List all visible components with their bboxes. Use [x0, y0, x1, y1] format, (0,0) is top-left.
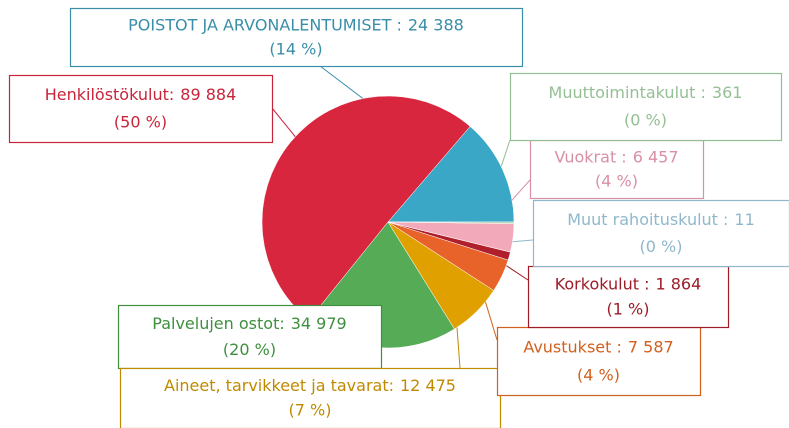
label-box	[117, 304, 383, 370]
label-line: POISTOT JA ARVONALENTUMISET : 24 388	[128, 15, 464, 34]
pie-slice	[387, 126, 515, 223]
label-box	[69, 7, 524, 68]
percentage-label: (4 %)	[577, 365, 620, 384]
data-label: POISTOT JA ARVONALENTUMISET : 24 388 (14 %…	[69, 7, 524, 68]
label-line: Muuttoimintakulut : 361	[549, 83, 743, 102]
percentage-label: (1 %)	[607, 299, 650, 318]
value-label: 34 979	[291, 313, 347, 332]
label-line: Aineet, tarvikkeet ja tavarat: 12 475	[164, 376, 456, 395]
percentage-label: (7 %)	[289, 401, 332, 420]
value-label: 12 475	[400, 376, 456, 395]
label-box	[527, 265, 730, 329]
category-label: Henkilöstökulut:	[45, 85, 175, 104]
value-label: 24 388	[408, 15, 464, 34]
data-label: Muuttoimintakulut : 361 (0 %)	[509, 72, 783, 142]
value-label: 89 884	[180, 85, 236, 104]
category-label: Palvelujen ostot:	[152, 313, 284, 332]
data-label: Palvelujen ostot: 34 979 (20 %)	[117, 304, 383, 370]
label-box	[119, 367, 502, 428]
label-line: Avustukset : 7 587	[523, 337, 673, 356]
data-label: Aineet, tarvikkeet ja tavarat: 12 475 (7 %…	[119, 367, 502, 428]
label-box	[532, 199, 789, 268]
value-label: 7 587	[628, 337, 674, 356]
pie-slice	[261, 95, 471, 321]
category-label: Muuttoimintakulut :	[549, 83, 706, 102]
label-line: Korkokulut : 1 864	[555, 274, 702, 293]
percentage-label: (20 %)	[223, 340, 276, 359]
category-label: Vuokrat :	[555, 147, 627, 166]
label-box	[509, 72, 783, 142]
percentage-label: (14 %)	[269, 39, 322, 58]
label-line: Muut rahoituskulut : 11	[567, 209, 755, 228]
category-label: Muut rahoituskulut :	[567, 209, 728, 228]
data-label: Muut rahoituskulut : 11 (0 %)	[532, 199, 789, 268]
percentage-label: (0 %)	[640, 237, 683, 256]
label-line: Vuokrat : 6 457	[555, 147, 679, 166]
value-label: 1 864	[655, 274, 701, 293]
category-label: POISTOT JA ARVONALENTUMISET :	[128, 15, 402, 34]
category-label: Avustukset :	[523, 337, 622, 356]
label-line: Henkilöstökulut: 89 884	[45, 85, 237, 104]
data-label: Korkokulut : 1 864 (1 %)	[527, 265, 730, 329]
data-label: Avustukset : 7 587 (4 %)	[496, 326, 702, 397]
label-line: Palvelujen ostot: 34 979	[152, 313, 346, 332]
value-label: 11	[734, 209, 754, 228]
percentage-label: (0 %)	[624, 111, 667, 130]
percentage-label: (4 %)	[595, 171, 638, 190]
pie-slice	[387, 221, 515, 224]
label-box	[496, 326, 702, 397]
percentage-label: (50 %)	[114, 113, 167, 132]
value-label: 361	[712, 83, 743, 102]
category-label: Aineet, tarvikkeet ja tavarat:	[164, 376, 394, 395]
data-label: Henkilöstökulut: 89 884 (50 %)	[8, 74, 274, 144]
category-label: Korkokulut :	[555, 274, 650, 293]
label-box	[529, 139, 705, 200]
label-box	[8, 74, 274, 144]
value-label: 6 457	[633, 147, 679, 166]
data-label: Vuokrat : 6 457 (4 %)	[529, 139, 705, 200]
